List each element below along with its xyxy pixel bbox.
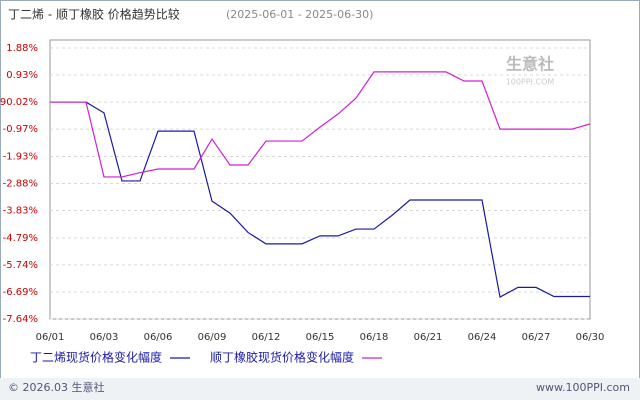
chart-title: 丁二烯 - 顺丁橡胶 价格趋势比较 <box>8 7 180 22</box>
watermark: 生意社 <box>506 55 554 74</box>
y-tick-label: -7.64% <box>3 314 38 325</box>
footer-left: © 2026.03 生意社 <box>8 380 104 394</box>
x-tick-label: 06/03 <box>90 332 119 343</box>
series-line <box>50 71 591 178</box>
legend-label: 顺丁橡胶现货价格变化幅度 <box>210 350 354 365</box>
x-tick-label: 06/21 <box>414 332 443 343</box>
series-line <box>50 101 590 298</box>
y-tick-label: -5.74% <box>3 260 38 271</box>
footer-band <box>0 378 640 400</box>
x-tick-label: 06/12 <box>252 332 281 343</box>
x-tick-label: 06/18 <box>360 332 389 343</box>
y-tick-label: 0.93% <box>6 70 38 81</box>
y-tick-label: 90.02% <box>0 97 38 108</box>
x-tick-label: 06/30 <box>576 332 605 343</box>
y-tick-label: -2.88% <box>3 179 38 190</box>
y-tick-label: -4.79% <box>3 233 38 244</box>
x-tick-label: 06/27 <box>522 332 551 343</box>
footer-right: www.100PPI.com <box>536 381 630 394</box>
x-tick-label: 06/06 <box>144 332 173 343</box>
x-tick-label: 06/24 <box>468 332 497 343</box>
y-tick-label: -0.97% <box>3 124 38 135</box>
y-tick-label: 1.88% <box>6 43 38 54</box>
x-tick-label: 06/09 <box>198 332 227 343</box>
chart-subtitle: (2025-06-01 - 2025-06-30) <box>226 8 373 21</box>
y-tick-label: -6.69% <box>3 287 38 298</box>
y-tick-label: -3.83% <box>3 206 38 217</box>
x-tick-label: 06/01 <box>36 332 65 343</box>
x-tick-label: 06/15 <box>306 332 335 343</box>
legend-label: 丁二烯现货价格变化幅度 <box>30 350 162 365</box>
y-tick-label: -1.93% <box>3 151 38 162</box>
watermark-sub: 100PPI.COM <box>506 78 555 87</box>
